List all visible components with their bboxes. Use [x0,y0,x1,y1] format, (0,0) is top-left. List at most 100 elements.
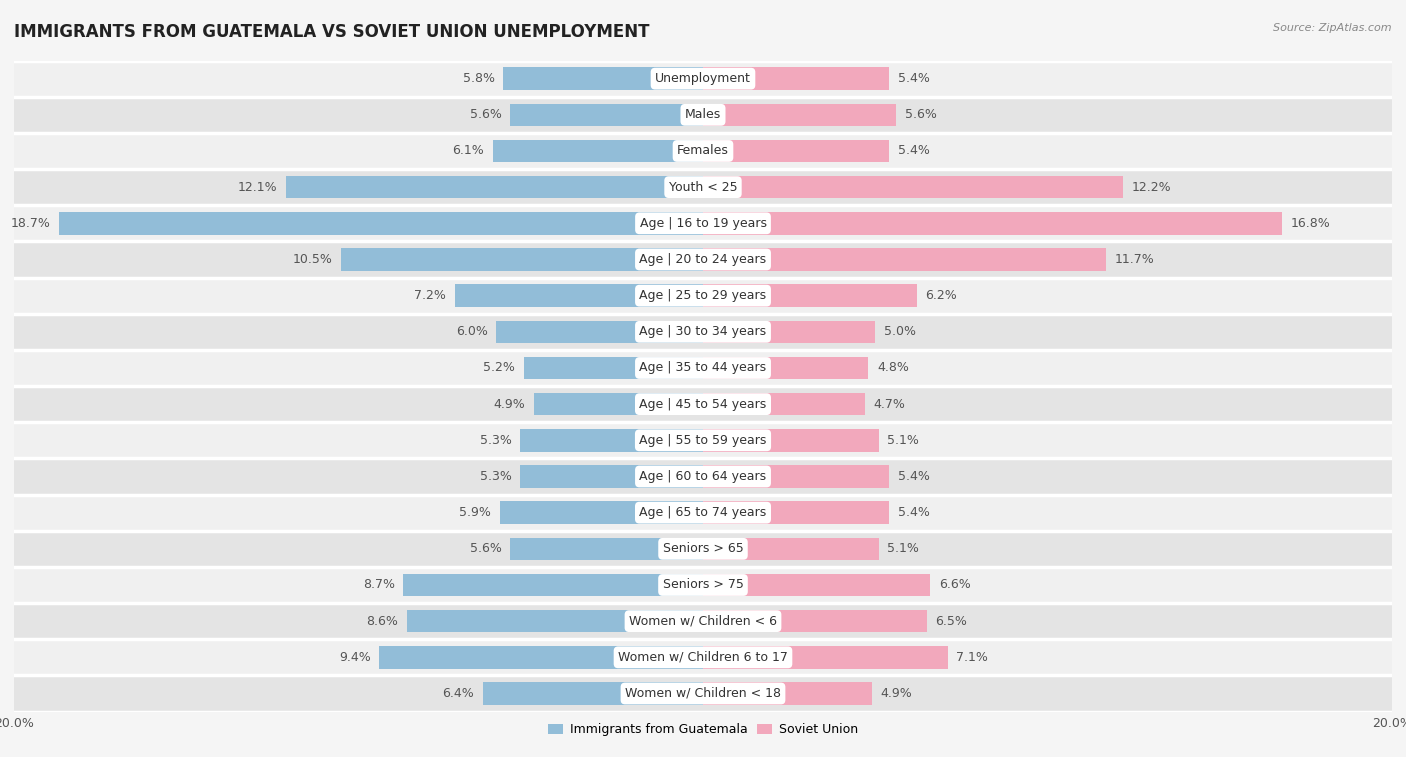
Text: 5.6%: 5.6% [470,542,502,556]
Text: Age | 60 to 64 years: Age | 60 to 64 years [640,470,766,483]
Bar [404,574,703,597]
Text: 4.9%: 4.9% [880,687,912,700]
Text: 7.2%: 7.2% [415,289,446,302]
Bar [703,466,889,488]
Bar [703,357,869,379]
Bar [14,313,1392,350]
Text: 12.1%: 12.1% [238,181,277,194]
Text: 9.4%: 9.4% [339,651,371,664]
Bar [14,97,1392,133]
Bar [456,285,703,307]
Bar [510,537,703,560]
Text: Women w/ Children < 18: Women w/ Children < 18 [626,687,780,700]
Bar [14,567,1392,603]
Bar [14,61,1392,97]
Bar [59,212,703,235]
Text: 11.7%: 11.7% [1115,253,1154,266]
Bar [14,675,1392,712]
Bar [14,639,1392,675]
Text: Males: Males [685,108,721,121]
Text: 6.5%: 6.5% [935,615,967,628]
Bar [14,603,1392,639]
Bar [703,393,865,416]
Bar [14,133,1392,169]
Bar [703,212,1282,235]
Text: Age | 20 to 24 years: Age | 20 to 24 years [640,253,766,266]
Bar [14,241,1392,278]
Bar [482,682,703,705]
Text: Women w/ Children < 6: Women w/ Children < 6 [628,615,778,628]
Text: 8.6%: 8.6% [367,615,398,628]
Text: Women w/ Children 6 to 17: Women w/ Children 6 to 17 [619,651,787,664]
Text: IMMIGRANTS FROM GUATEMALA VS SOVIET UNION UNEMPLOYMENT: IMMIGRANTS FROM GUATEMALA VS SOVIET UNIO… [14,23,650,41]
Bar [287,176,703,198]
Bar [14,531,1392,567]
Bar [534,393,703,416]
Text: 6.2%: 6.2% [925,289,957,302]
Bar [703,610,927,632]
Text: 8.7%: 8.7% [363,578,395,591]
Text: 5.4%: 5.4% [897,72,929,85]
Text: 5.6%: 5.6% [904,108,936,121]
Text: Age | 30 to 34 years: Age | 30 to 34 years [640,326,766,338]
Text: Age | 35 to 44 years: Age | 35 to 44 years [640,362,766,375]
Bar [703,682,872,705]
Legend: Immigrants from Guatemala, Soviet Union: Immigrants from Guatemala, Soviet Union [543,718,863,741]
Text: 4.9%: 4.9% [494,397,526,410]
Bar [14,386,1392,422]
Bar [499,501,703,524]
Text: 6.4%: 6.4% [441,687,474,700]
Text: 5.4%: 5.4% [897,506,929,519]
Text: Age | 55 to 59 years: Age | 55 to 59 years [640,434,766,447]
Bar [496,321,703,343]
Bar [703,537,879,560]
Text: 5.9%: 5.9% [460,506,491,519]
Bar [510,104,703,126]
Text: 5.4%: 5.4% [897,470,929,483]
Bar [703,104,896,126]
Bar [703,285,917,307]
Bar [520,466,703,488]
Bar [406,610,703,632]
Text: Age | 25 to 29 years: Age | 25 to 29 years [640,289,766,302]
Bar [703,429,879,451]
Text: 5.4%: 5.4% [897,145,929,157]
Text: 16.8%: 16.8% [1291,217,1330,230]
Bar [14,494,1392,531]
Bar [14,459,1392,494]
Text: 6.6%: 6.6% [939,578,970,591]
Text: 7.1%: 7.1% [956,651,988,664]
Bar [703,67,889,90]
Text: 5.6%: 5.6% [470,108,502,121]
Text: Age | 45 to 54 years: Age | 45 to 54 years [640,397,766,410]
Text: Seniors > 75: Seniors > 75 [662,578,744,591]
Bar [14,169,1392,205]
Bar [342,248,703,271]
Bar [703,501,889,524]
Text: 5.1%: 5.1% [887,434,920,447]
Text: 12.2%: 12.2% [1132,181,1171,194]
Bar [703,176,1123,198]
Text: 6.0%: 6.0% [456,326,488,338]
Text: Seniors > 65: Seniors > 65 [662,542,744,556]
Bar [703,248,1107,271]
Text: Source: ZipAtlas.com: Source: ZipAtlas.com [1274,23,1392,33]
Bar [503,67,703,90]
Bar [703,321,875,343]
Bar [14,350,1392,386]
Text: 5.0%: 5.0% [884,326,915,338]
Bar [703,646,948,668]
Text: Unemployment: Unemployment [655,72,751,85]
Text: 18.7%: 18.7% [10,217,51,230]
Text: Age | 16 to 19 years: Age | 16 to 19 years [640,217,766,230]
Bar [14,422,1392,459]
Bar [524,357,703,379]
Text: 5.3%: 5.3% [479,434,512,447]
Text: Youth < 25: Youth < 25 [669,181,737,194]
Bar [703,574,931,597]
Bar [703,140,889,162]
Text: 5.2%: 5.2% [484,362,515,375]
Text: Females: Females [678,145,728,157]
Text: 5.1%: 5.1% [887,542,920,556]
Text: 5.3%: 5.3% [479,470,512,483]
